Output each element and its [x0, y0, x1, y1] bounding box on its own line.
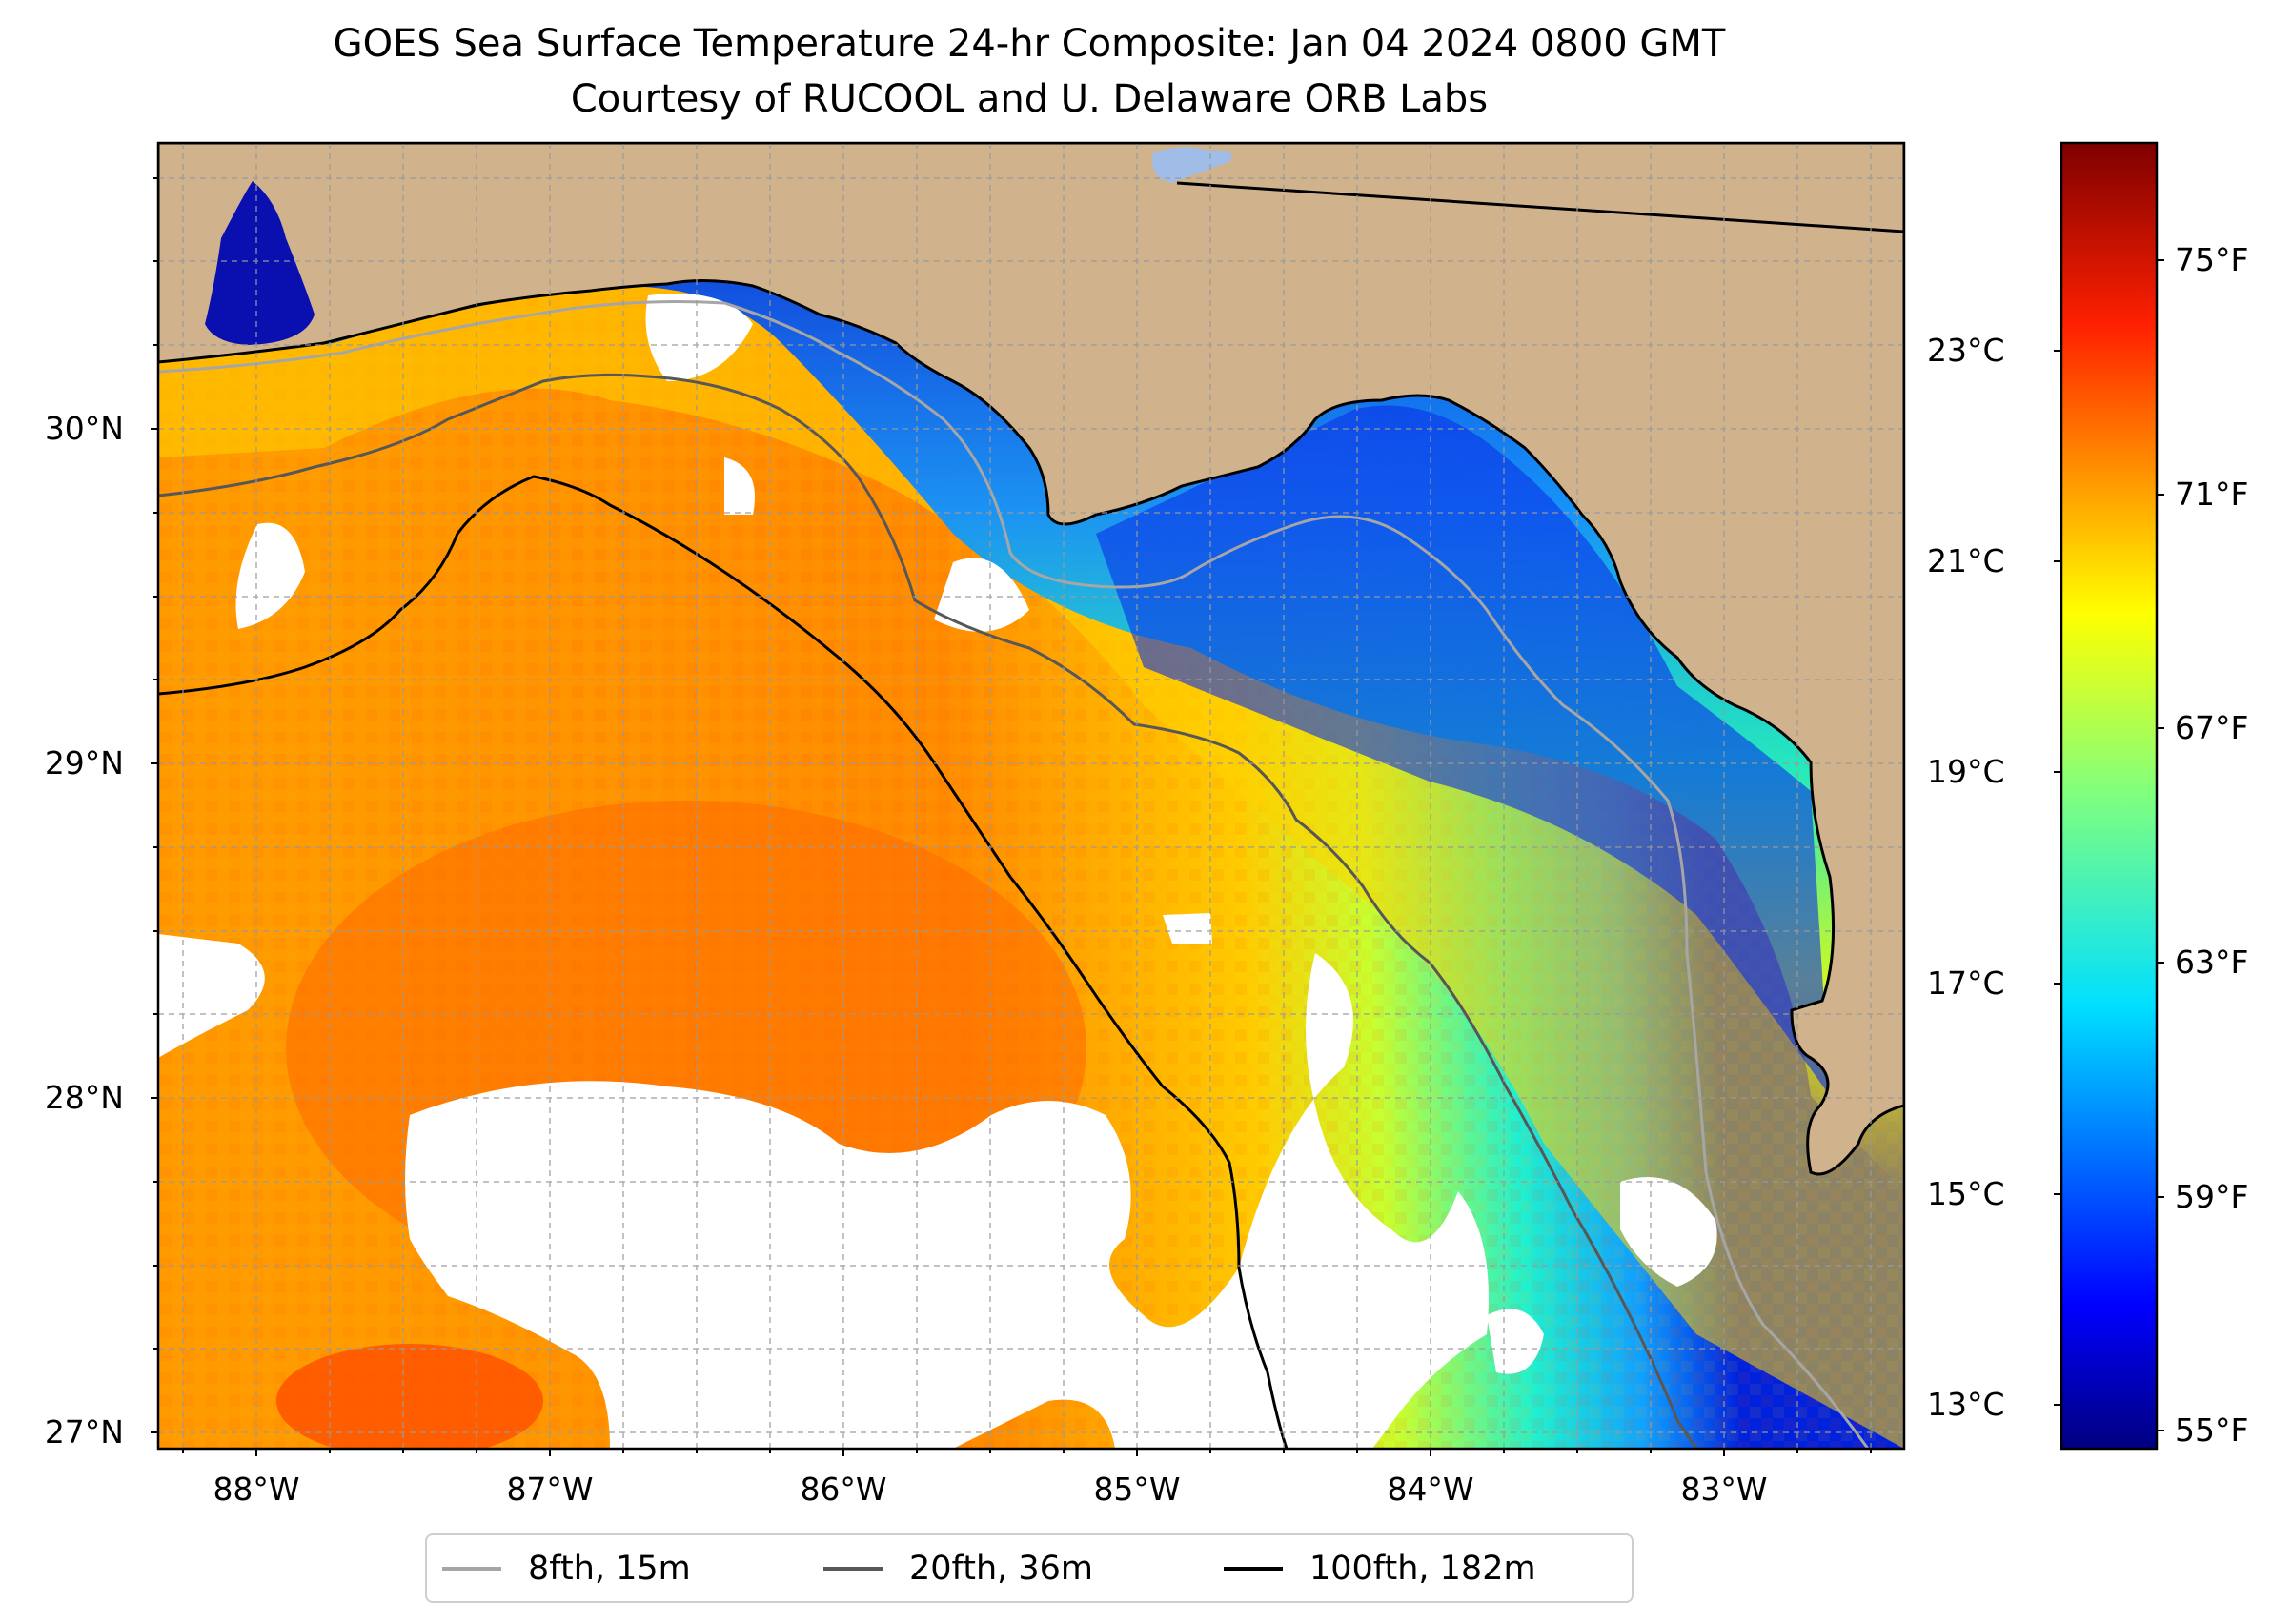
- colorbar: [2060, 141, 2159, 1451]
- cb-celsius-13: 13°C: [1927, 1386, 2005, 1423]
- isobath-36m: [158, 373, 1698, 1449]
- isobath-182m: [158, 475, 1289, 1449]
- mobile-bay: [205, 181, 315, 345]
- lon-label-85w: 85°W: [1093, 1471, 1181, 1508]
- gridlines: [158, 143, 1904, 1449]
- no-data-regions: [158, 294, 1717, 1449]
- legend-entry-100fth: 100fth, 182m: [1224, 1535, 1536, 1601]
- lat-label-27n: 27°N: [44, 1413, 124, 1451]
- legend-label-100fth: 100fth, 182m: [1309, 1549, 1536, 1588]
- land: [158, 143, 1904, 1176]
- map-title: GOES Sea Surface Temperature 24-hr Compo…: [333, 22, 1726, 66]
- legend-label-20fth: 20fth, 36m: [909, 1549, 1094, 1588]
- colorbar-ticks-celsius: [2054, 350, 2061, 1406]
- lat-label-30n: 30°N: [44, 410, 124, 447]
- legend-label-8fth: 8fth, 15m: [528, 1549, 691, 1588]
- state-border: [1176, 181, 1904, 233]
- cb-celsius-23: 23°C: [1927, 332, 2005, 369]
- isobath-15m: [158, 300, 1870, 1449]
- lon-label-87w: 87°W: [506, 1471, 594, 1508]
- cb-fahrenheit-55: 55°F: [2175, 1411, 2249, 1449]
- legend-swatch-100fth: [1224, 1566, 1283, 1571]
- lon-label-84w: 84°W: [1387, 1471, 1474, 1508]
- cb-fahrenheit-71: 71°F: [2175, 476, 2249, 513]
- map-frame: [156, 141, 1906, 1451]
- lon-label-88w: 88°W: [213, 1471, 300, 1508]
- cb-celsius-17: 17°C: [1927, 964, 2005, 1002]
- isobath-legend: 8fth, 15m 20fth, 36m 100fth, 182m: [425, 1533, 1634, 1603]
- lat-label-28n: 28°N: [44, 1079, 124, 1116]
- lon-ticks: [182, 1449, 1872, 1456]
- cb-celsius-15: 15°C: [1927, 1175, 2005, 1212]
- colorbar-ticks-fahrenheit: [2157, 259, 2164, 1431]
- cb-fahrenheit-59: 59°F: [2175, 1178, 2249, 1215]
- lat-ticks: [151, 177, 158, 1433]
- lon-label-86w: 86°W: [800, 1471, 887, 1508]
- map-subtitle: Courtesy of RUCOOL and U. Delaware ORB L…: [570, 77, 1489, 121]
- cb-celsius-19: 19°C: [1927, 753, 2005, 790]
- legend-entry-20fth: 20fth, 36m: [823, 1535, 1093, 1601]
- cb-fahrenheit-67: 67°F: [2175, 709, 2249, 746]
- legend-swatch-20fth: [823, 1566, 883, 1571]
- legend-swatch-8fth: [442, 1566, 501, 1571]
- cb-celsius-21: 21°C: [1927, 542, 2005, 579]
- lon-label-83w: 83°W: [1680, 1471, 1768, 1508]
- cb-fahrenheit-75: 75°F: [2175, 241, 2249, 278]
- cb-fahrenheit-63: 63°F: [2175, 944, 2249, 981]
- legend-entry-8fth: 8fth, 15m: [442, 1535, 691, 1601]
- lake: [1152, 147, 1232, 183]
- lat-label-29n: 29°N: [44, 744, 124, 782]
